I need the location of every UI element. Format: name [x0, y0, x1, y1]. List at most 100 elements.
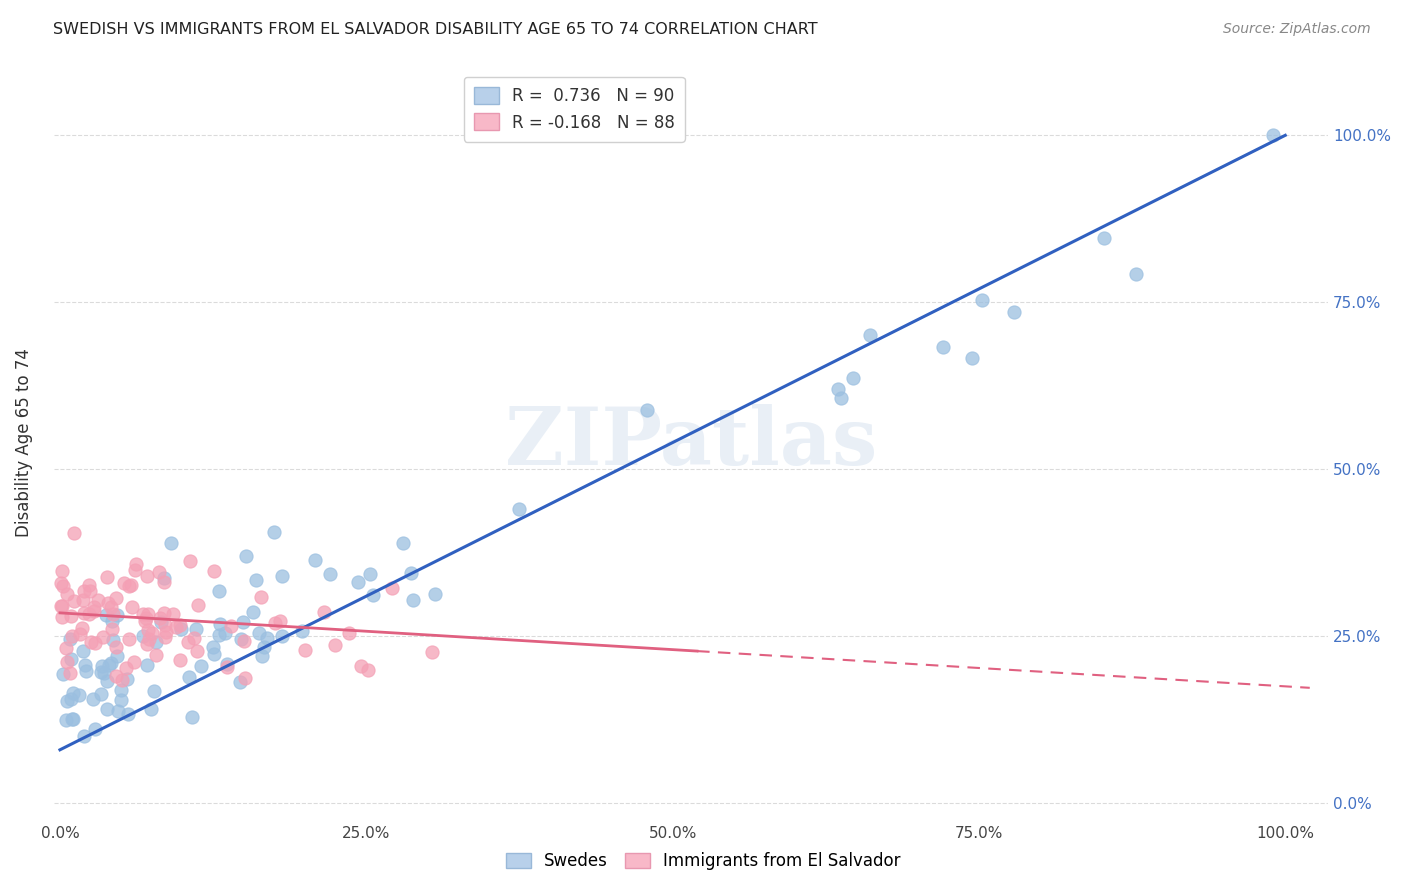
Point	[962, 351, 984, 366]
Point	[79, 577, 101, 591]
Point	[138, 632, 160, 646]
Point	[153, 607, 176, 621]
Point	[508, 502, 530, 516]
Point	[149, 611, 172, 625]
Point	[100, 599, 122, 614]
Point	[96, 607, 118, 622]
Text: Source: ZipAtlas.com: Source: ZipAtlas.com	[1223, 22, 1371, 37]
Point	[100, 622, 122, 636]
Point	[131, 607, 153, 622]
Point	[118, 632, 141, 646]
Point	[79, 635, 101, 649]
Point	[361, 588, 384, 602]
Point	[101, 607, 124, 621]
Point	[100, 656, 122, 670]
Point	[169, 653, 191, 667]
Point	[186, 644, 208, 658]
Point	[181, 710, 204, 724]
Point	[208, 584, 231, 599]
Point	[62, 686, 84, 700]
Point	[59, 609, 82, 624]
Point	[63, 594, 86, 608]
Point	[291, 624, 314, 638]
Point	[859, 328, 882, 343]
Point	[67, 688, 90, 702]
Legend: Swedes, Immigrants from El Salvador: Swedes, Immigrants from El Salvador	[499, 846, 907, 877]
Point	[62, 712, 84, 726]
Point	[134, 614, 156, 628]
Point	[122, 655, 145, 669]
Point	[90, 687, 112, 701]
Point	[73, 584, 96, 599]
Point	[214, 626, 236, 640]
Point	[90, 658, 112, 673]
Point	[112, 575, 135, 590]
Point	[105, 591, 128, 605]
Point	[232, 615, 254, 630]
Point	[314, 605, 336, 619]
Point	[252, 649, 274, 664]
Text: SWEDISH VS IMMIGRANTS FROM EL SALVADOR DISABILITY AGE 65 TO 74 CORRELATION CHART: SWEDISH VS IMMIGRANTS FROM EL SALVADOR D…	[53, 22, 818, 37]
Point	[72, 644, 94, 658]
Point	[148, 565, 170, 579]
Point	[242, 605, 264, 619]
Point	[830, 391, 852, 405]
Point	[60, 713, 83, 727]
Point	[247, 625, 270, 640]
Point	[69, 627, 91, 641]
Point	[229, 632, 252, 646]
Point	[637, 402, 659, 417]
Point	[153, 630, 176, 644]
Point	[143, 684, 166, 698]
Point	[187, 599, 209, 613]
Point	[202, 640, 225, 654]
Point	[124, 563, 146, 577]
Point	[136, 607, 159, 621]
Point	[135, 610, 157, 624]
Point	[132, 629, 155, 643]
Point	[183, 631, 205, 645]
Point	[256, 631, 278, 645]
Point	[232, 634, 254, 648]
Point	[270, 568, 292, 582]
Point	[153, 571, 176, 585]
Point	[153, 574, 176, 589]
Point	[169, 618, 191, 632]
Point	[347, 575, 370, 590]
Point	[73, 658, 96, 673]
Point	[56, 655, 79, 669]
Point	[51, 576, 73, 591]
Point	[96, 570, 118, 584]
Point	[86, 592, 108, 607]
Point	[229, 675, 252, 690]
Point	[1261, 128, 1284, 143]
Point	[202, 647, 225, 661]
Point	[135, 637, 157, 651]
Point	[1002, 305, 1025, 319]
Point	[104, 668, 127, 682]
Point	[215, 657, 238, 672]
Point	[215, 659, 238, 673]
Point	[59, 632, 82, 647]
Point	[96, 702, 118, 716]
Point	[253, 640, 276, 655]
Point	[350, 659, 373, 673]
Point	[104, 640, 127, 654]
Point	[190, 659, 212, 673]
Point	[79, 583, 101, 598]
Point	[51, 564, 73, 578]
Point	[145, 635, 167, 649]
Point	[110, 683, 132, 698]
Point	[135, 569, 157, 583]
Y-axis label: Disability Age 65 to 74: Disability Age 65 to 74	[15, 348, 32, 537]
Point	[105, 648, 128, 663]
Point	[121, 599, 143, 614]
Point	[162, 607, 184, 621]
Point	[1092, 231, 1115, 245]
Point	[117, 707, 139, 722]
Legend: R =  0.736   N = 90, R = -0.168   N = 88: R = 0.736 N = 90, R = -0.168 N = 88	[464, 77, 685, 142]
Point	[270, 629, 292, 643]
Point	[93, 665, 115, 680]
Point	[96, 673, 118, 688]
Point	[83, 636, 105, 650]
